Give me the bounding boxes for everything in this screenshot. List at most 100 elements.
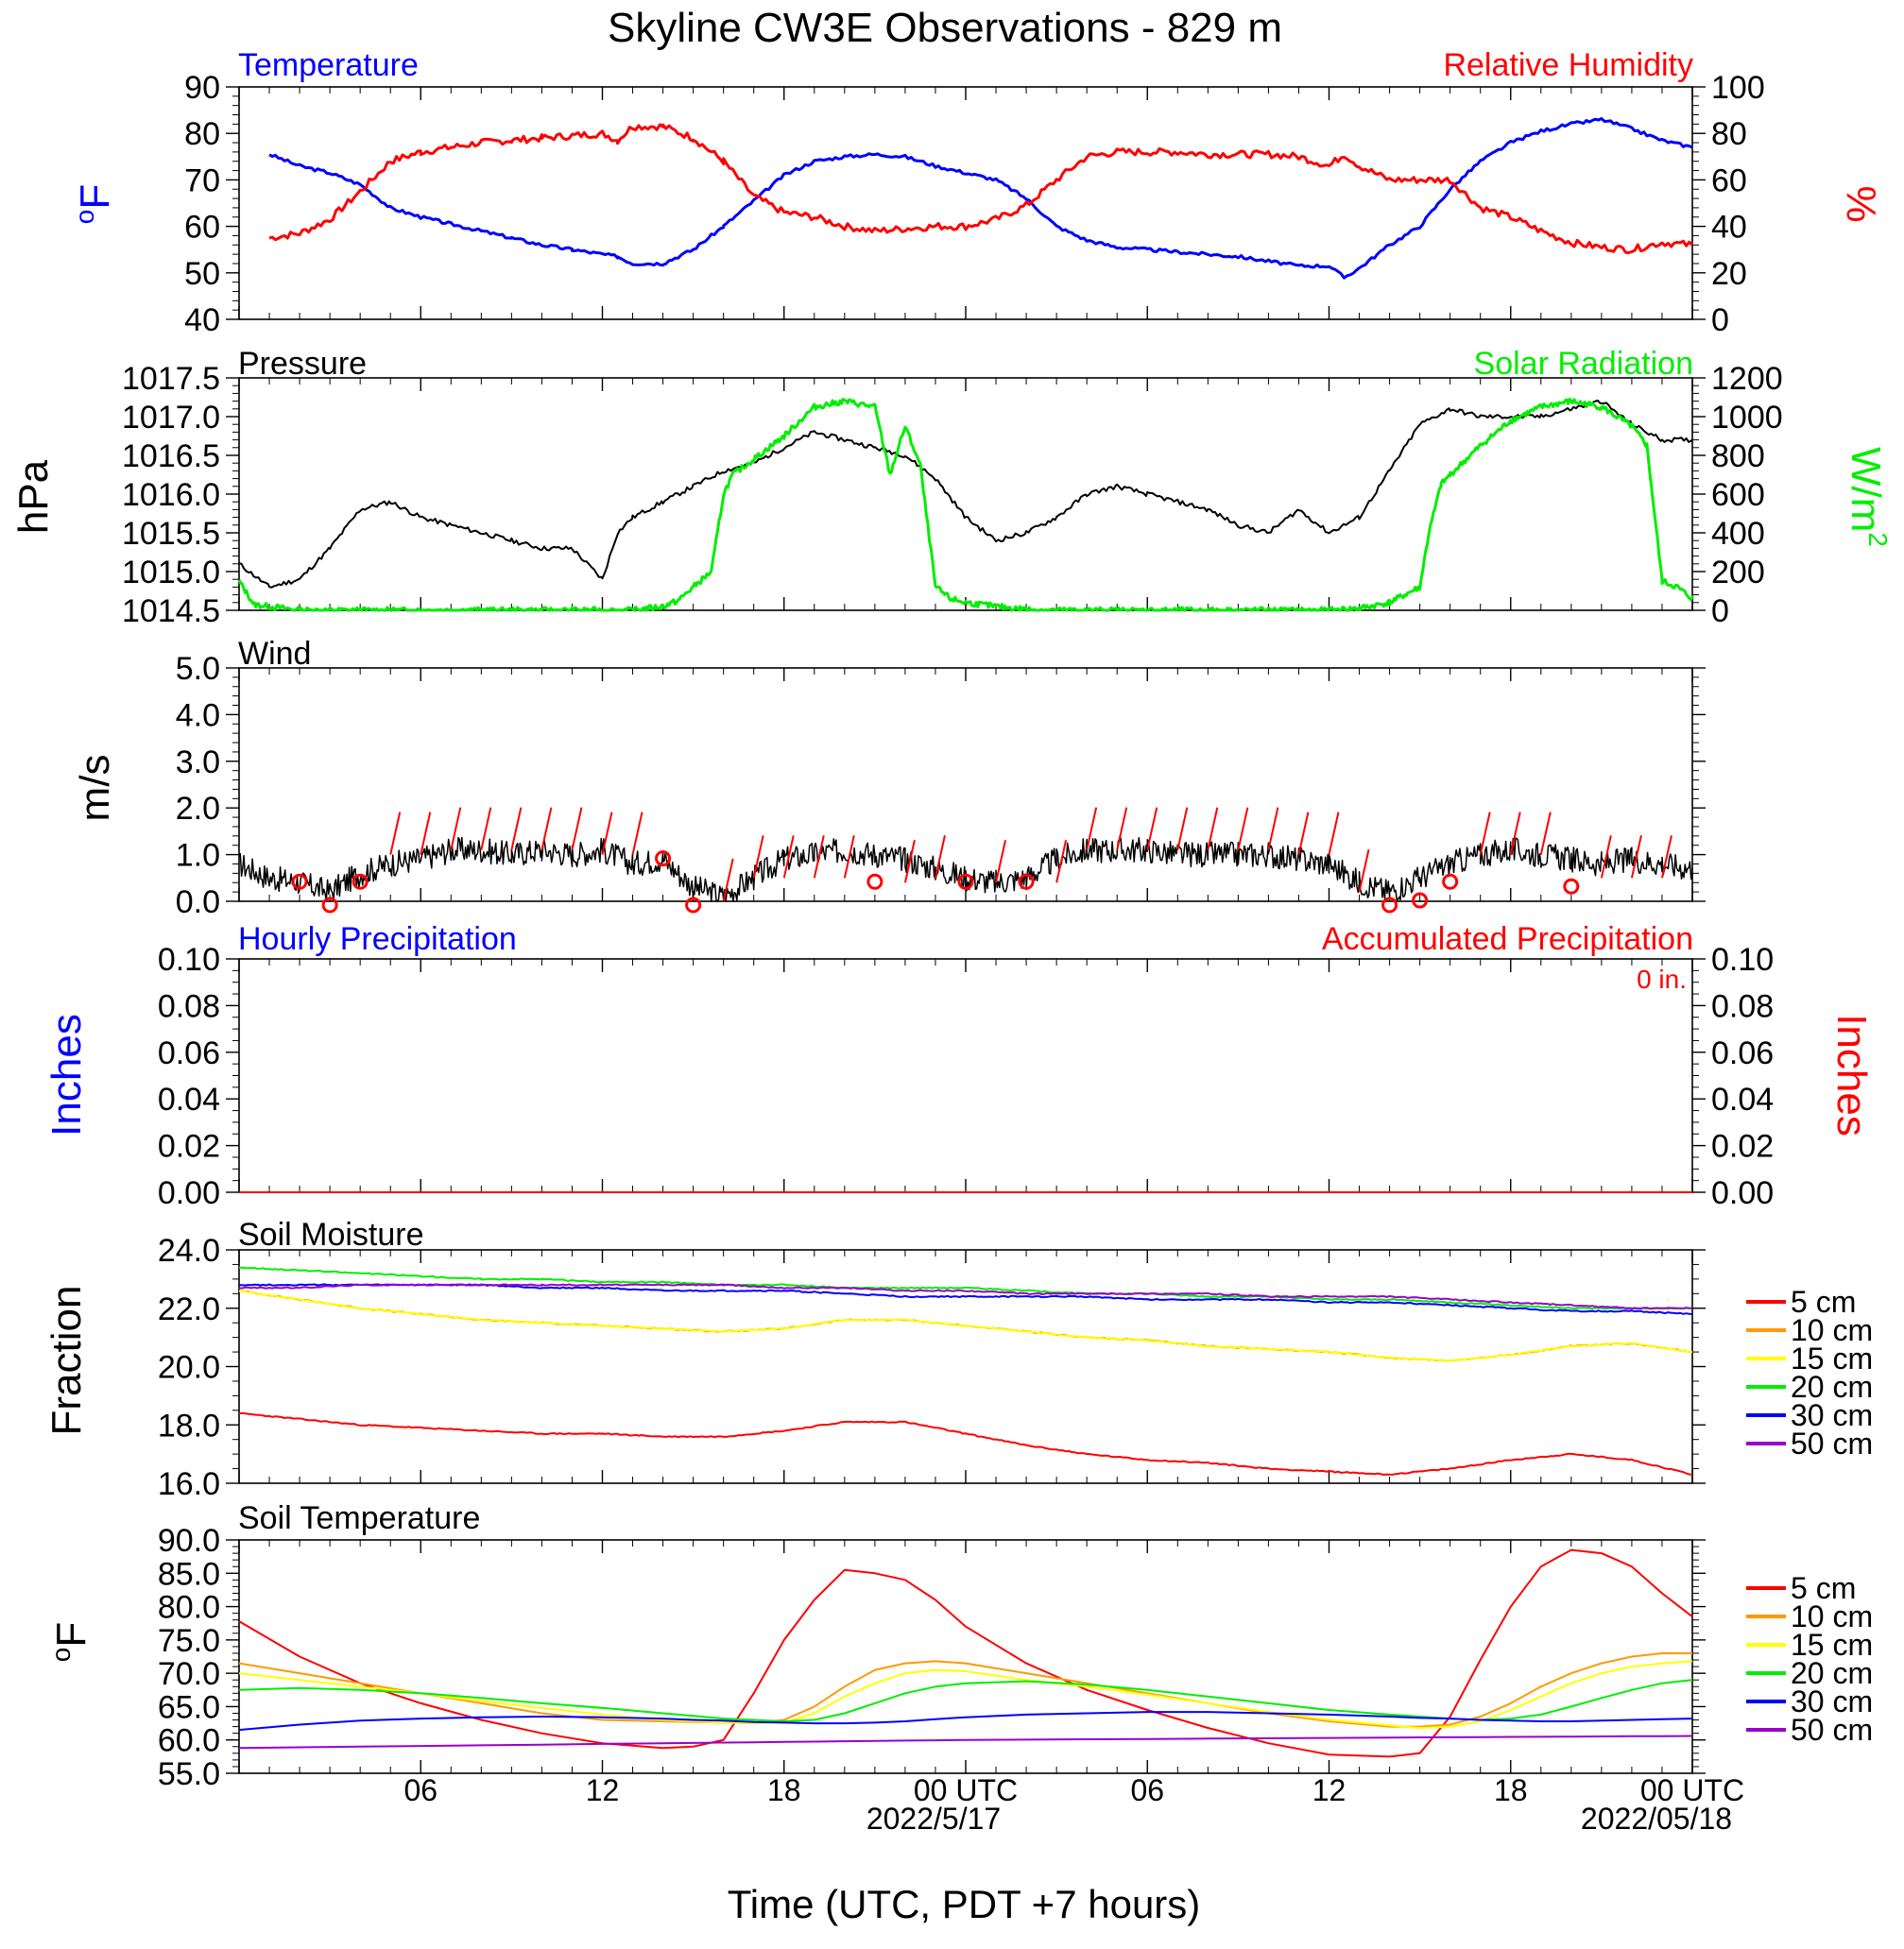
svg-text:oF: oF: [46, 1622, 94, 1662]
temperature-line: [268, 117, 1693, 280]
wind-calm-circle: [655, 850, 672, 867]
y-tick-label-left: 4.0: [176, 697, 220, 733]
legend-label: 20 cm: [1791, 1656, 1873, 1690]
y-tick-label-left: 0.04: [158, 1082, 220, 1118]
y-tick-label-left: 1017.5: [122, 361, 220, 397]
y-tick-label-left: 16.0: [158, 1466, 220, 1502]
x-tick-label: 00 UTC: [1640, 1773, 1744, 1807]
svg-text:m/s: m/s: [72, 755, 118, 822]
y-tick-label-left: 80.0: [158, 1590, 220, 1626]
solar-ylabel-exp: 2: [1863, 532, 1893, 547]
temperature-title: Temperature: [238, 47, 419, 83]
y-tick-label-right: 0.02: [1711, 1129, 1774, 1165]
wind-barb: [1297, 812, 1310, 855]
y-tick-label-left: 0.10: [158, 942, 220, 978]
wind-barb: [1267, 807, 1279, 850]
wind-barb: [1237, 807, 1249, 850]
wind-barb: [480, 807, 492, 850]
wind-barb: [1146, 807, 1158, 850]
legend-label: 20 cm: [1791, 1370, 1873, 1404]
y-tick-label-right: 600: [1711, 477, 1765, 513]
y-tick-label-right: 40: [1711, 210, 1747, 246]
y-tick-label-left: 1015.0: [122, 555, 220, 590]
legend-label: 30 cm: [1791, 1398, 1873, 1432]
wind-barb: [1176, 807, 1189, 850]
svg-text:Inches: Inches: [1828, 1014, 1875, 1137]
y-tick-label-right: 1000: [1711, 400, 1783, 436]
y-tick-label-left: 1016.5: [122, 438, 220, 474]
wind-calm-circle: [1563, 878, 1580, 895]
wind-barb: [1539, 812, 1552, 855]
y-tick-label-left: 1014.5: [122, 593, 220, 629]
y-tick-label-right: 0.04: [1711, 1082, 1774, 1118]
pressure-title: Pressure: [238, 346, 367, 382]
soil-temp-line-20cm: [238, 1679, 1693, 1722]
solar-radiation-line: [237, 397, 1694, 612]
wind-barb: [1086, 807, 1098, 850]
y-tick-label-left: 5.0: [176, 651, 220, 687]
soil-moisture-ylabel: Fraction: [43, 1286, 90, 1436]
y-tick-label-right: 0.10: [1711, 942, 1774, 978]
y-tick-label-left: 40: [184, 302, 220, 338]
svg-text:Fraction: Fraction: [43, 1286, 90, 1436]
wind-barb: [1600, 835, 1612, 879]
wind-barb: [389, 812, 402, 855]
y-tick-label-left: 20.0: [158, 1350, 220, 1386]
soil-temperature-title: Soil Temperature: [238, 1500, 480, 1536]
wind-barb: [1660, 835, 1672, 879]
wind-barb: [540, 807, 553, 850]
wind-calm-circle: [321, 897, 338, 914]
y-tick-label-right: 20: [1711, 256, 1747, 292]
y-tick-label-left: 90.0: [158, 1523, 220, 1559]
y-tick-label-right: 60: [1711, 162, 1747, 198]
svg-text:%: %: [1838, 185, 1884, 222]
soil-moisture-line-20cm: [238, 1266, 1693, 1310]
y-tick-label-left: 65.0: [158, 1689, 220, 1725]
y-tick-label-left: 22.0: [158, 1291, 220, 1327]
legend-label: 10 cm: [1791, 1313, 1873, 1347]
y-tick-label-right: 0.06: [1711, 1035, 1774, 1071]
wind-barb: [1630, 835, 1642, 879]
wind-barb: [752, 835, 764, 879]
wind-calm-circle: [1412, 892, 1429, 909]
wind-calm-circle: [1442, 873, 1459, 890]
y-tick-label-left: 60: [184, 210, 220, 246]
soil-temp-line-15cm: [238, 1660, 1693, 1729]
y-tick-label-right: 400: [1711, 516, 1765, 552]
wind-title: Wind: [238, 636, 311, 672]
panel-frame-6: [238, 1539, 1693, 1774]
legend-label: 50 cm: [1791, 1713, 1873, 1747]
soil-temp-ylabel: oF: [46, 1622, 94, 1662]
x-tick-label: 18: [1494, 1773, 1528, 1807]
soil-moisture-title: Soil Moisture: [238, 1217, 424, 1253]
soil-temp-ylabel-unit: F: [48, 1622, 94, 1648]
plot-layer: 9080706050401008060402001017.51017.01016…: [122, 70, 1873, 1807]
accum-precip-title: Accumulated Precipitation: [1322, 921, 1693, 957]
soil-temp-line-10cm: [238, 1652, 1692, 1728]
legend-label: 15 cm: [1791, 1342, 1873, 1376]
svg-text:oF: oF: [70, 184, 118, 224]
wind-calm-circle: [291, 873, 308, 890]
soil-temp-line-5cm: [238, 1548, 1693, 1758]
x-tick-label: 06: [1130, 1773, 1164, 1807]
wind-calm-circle: [352, 873, 369, 890]
wind-barb: [782, 835, 795, 879]
panel-frame-2: [238, 377, 1693, 611]
solar-ylabel-unit: W/m: [1843, 447, 1889, 532]
y-tick-label-left: 0.0: [176, 884, 220, 920]
legend-label: 5 cm: [1791, 1285, 1856, 1319]
chart-title: Skyline CW3E Observations - 829 m: [608, 5, 1282, 51]
y-tick-label-left: 0.08: [158, 988, 220, 1024]
wind-calm-circle: [1018, 873, 1035, 890]
y-tick-label-right: 0: [1711, 302, 1729, 338]
soil-temp-line-30cm: [238, 1711, 1693, 1732]
wind-calm-circle: [957, 873, 974, 890]
pressure-line: [238, 400, 1693, 589]
panel-frame-3: [238, 667, 1693, 902]
y-tick-label-left: 1017.0: [122, 400, 220, 436]
accum-precip-annotation: 0 in.: [1637, 965, 1687, 994]
y-tick-label-left: 1016.0: [122, 477, 220, 513]
wind-barb: [510, 807, 523, 850]
soil-moisture-line-30cm: [239, 1283, 1693, 1315]
y-tick-label-left: 0.02: [158, 1129, 220, 1165]
